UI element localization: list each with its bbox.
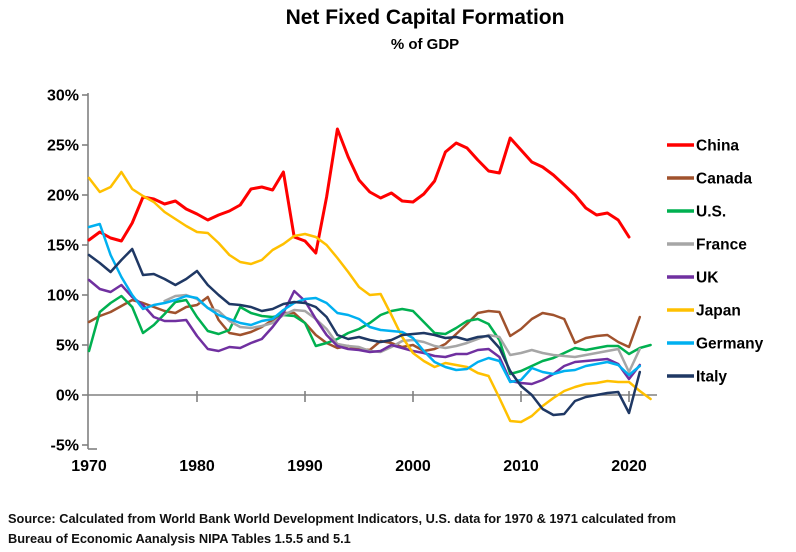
x-axis-label: 2010 xyxy=(503,458,539,475)
series-line-italy xyxy=(87,247,642,417)
series-line-germany xyxy=(87,222,642,384)
source-line-2: Bureau of Economic Aanalysis NIPA Tables… xyxy=(8,530,351,546)
x-axis-label: 1970 xyxy=(71,458,107,475)
legend-label-germany: Germany xyxy=(696,336,764,353)
series-line-china xyxy=(87,127,631,255)
y-axis-label: 5% xyxy=(56,338,79,355)
source-block: Source: Calculated from World Bank World… xyxy=(8,509,792,549)
y-axis-label: 10% xyxy=(47,288,79,305)
y-axis-label: 20% xyxy=(47,188,79,205)
x-axis-label: 2000 xyxy=(395,458,431,475)
y-axis-label: 30% xyxy=(47,88,79,105)
legend-label-canada: Canada xyxy=(696,171,752,188)
legend-label-uk: UK xyxy=(696,270,719,287)
legend-label-france: France xyxy=(696,237,747,254)
series-line-france xyxy=(163,293,642,374)
y-axis-label: -5% xyxy=(51,438,79,455)
x-axis-label: 2020 xyxy=(611,458,647,475)
legend-label-japan: Japan xyxy=(696,303,741,320)
series-line-uk xyxy=(87,278,642,386)
x-axis-label: 1990 xyxy=(287,458,323,475)
y-axis-label: 25% xyxy=(47,138,79,155)
y-axis-label: 15% xyxy=(47,238,79,255)
source-line-1: Source: Calculated from World Bank World… xyxy=(8,511,676,526)
x-axis-label: 1980 xyxy=(179,458,215,475)
y-axis-label: 0% xyxy=(56,388,79,405)
series-line-us xyxy=(87,294,652,376)
legend-label-china: China xyxy=(696,138,739,155)
chart-title: Net Fixed Capital Formation xyxy=(285,6,565,29)
plot-svg: 30% 25% 20% 15% 10% 5% 0% -5% 1970 1980 1990 2000 20… xyxy=(47,88,764,476)
chart-subtitle: % of GDP xyxy=(390,36,460,53)
series-line-japan xyxy=(87,170,652,424)
legend-label-italy: Italy xyxy=(696,369,727,386)
legend-label-us: U.S. xyxy=(696,204,726,221)
